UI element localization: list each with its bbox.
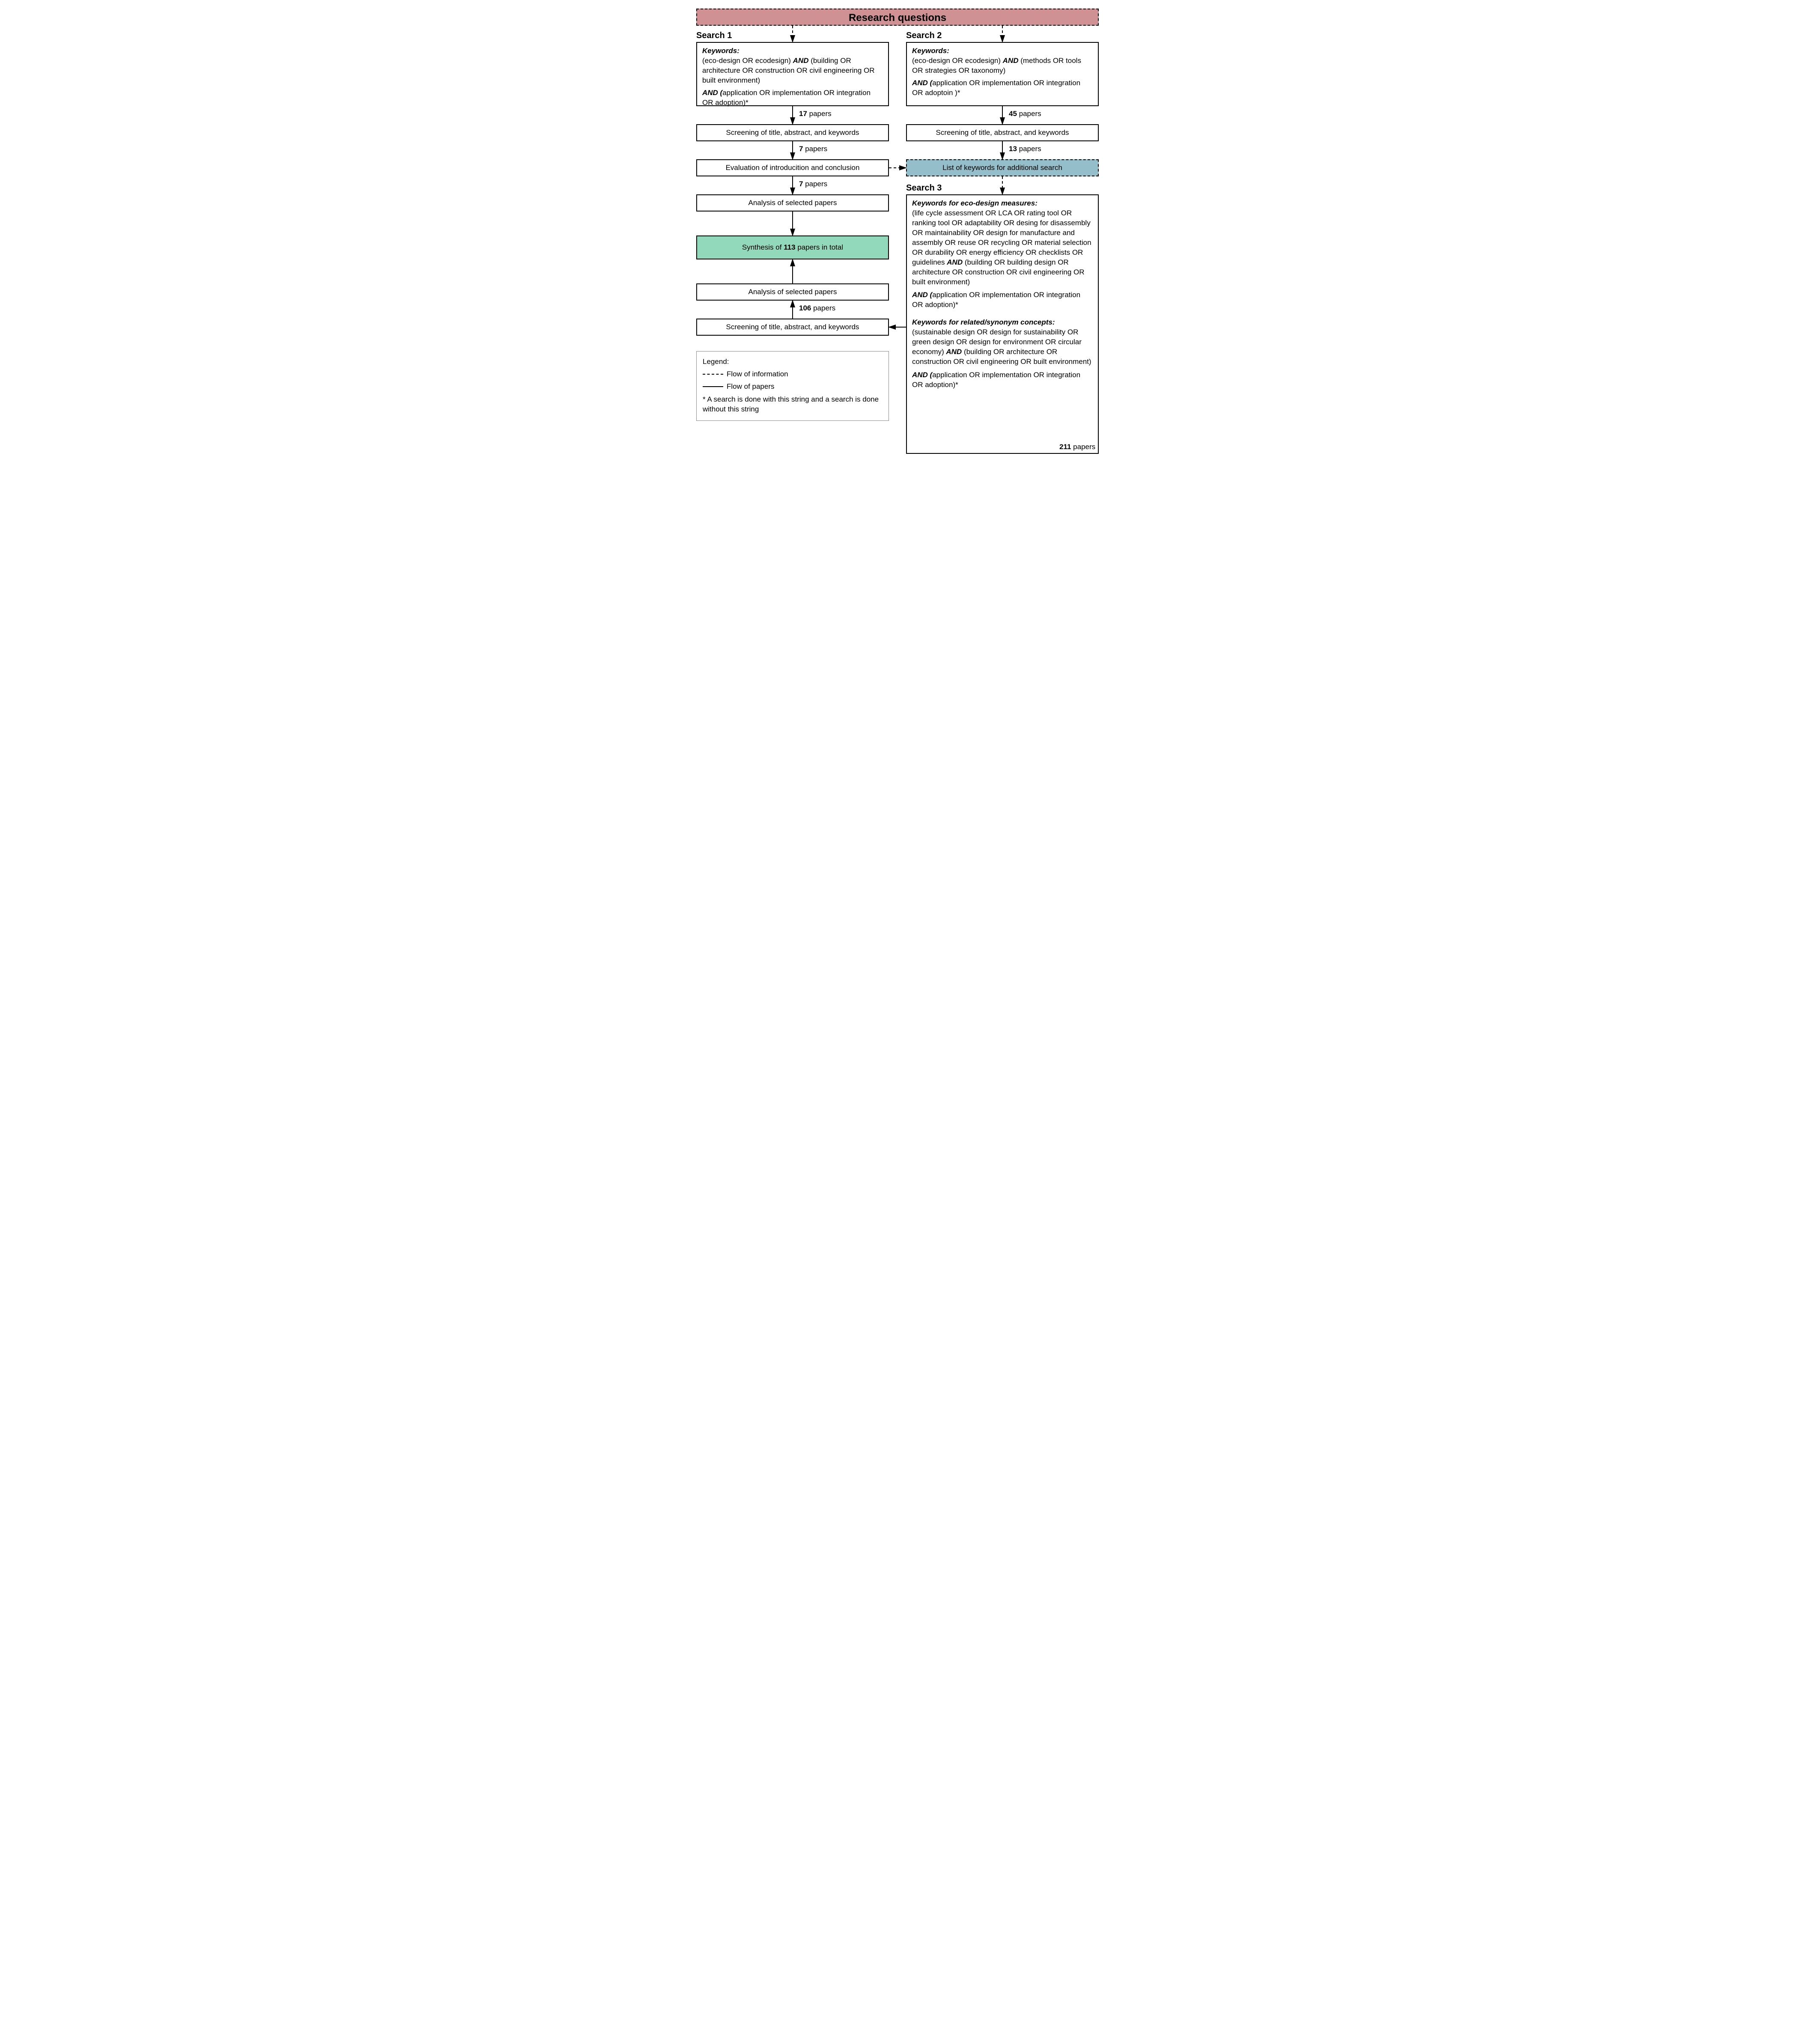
search3-body1: (life cycle assessment OR LCA OR rating … — [912, 209, 1093, 287]
search3-body2: (sustainable design OR design for sustai… — [912, 328, 1093, 367]
dash-sample-icon — [703, 374, 723, 375]
research-questions-title: Research questions — [696, 9, 1099, 26]
search2-line2: AND (application OR implementation OR in… — [912, 78, 1093, 98]
count-17: 17 papers — [799, 110, 832, 118]
search1-label: Search 1 — [696, 31, 732, 41]
count-7b: 7 papers — [799, 180, 827, 188]
count-7a: 7 papers — [799, 145, 827, 153]
search2-box: Keywords: (eco-design OR ecodesign) AND … — [906, 42, 1099, 106]
screening2-box: Screening of title, abstract, and keywor… — [906, 124, 1099, 141]
search3-box: Keywords for eco-design measures: (life … — [906, 194, 1099, 454]
search3-body2c: AND (application OR implementation OR in… — [912, 370, 1093, 390]
solid-sample-icon — [703, 386, 723, 387]
analysis1-box: Analysis of selected papers — [696, 194, 889, 212]
count-13: 13 papers — [1009, 145, 1041, 153]
search2-label: Search 2 — [906, 31, 942, 41]
search1-line2: AND (application OR implementation OR in… — [702, 88, 883, 108]
count-211: 211 papers — [1059, 443, 1095, 451]
legend-note: * A search is done with this string and … — [703, 395, 883, 414]
search3-label: Search 3 — [906, 183, 942, 193]
legend-info-row: Flow of information — [703, 368, 883, 381]
search1-box: Keywords: (eco-design OR ecodesign) AND … — [696, 42, 889, 106]
synthesis-text: Synthesis of 113 papers in total — [742, 243, 843, 253]
search3-body1c: AND (application OR implementation OR in… — [912, 290, 1093, 310]
count-45: 45 papers — [1009, 110, 1041, 118]
screening1-box: Screening of title, abstract, and keywor… — [696, 124, 889, 141]
legend-title: Legend: — [703, 356, 883, 368]
keywords-list-box: List of keywords for additional search — [906, 159, 1099, 176]
search1-line1: (eco-design OR ecodesign) AND (building … — [702, 56, 883, 86]
title-text: Research questions — [849, 12, 946, 24]
count-106: 106 papers — [799, 304, 835, 313]
screening3-box: Screening of title, abstract, and keywor… — [696, 319, 889, 336]
search1-keywords-header: Keywords: — [702, 47, 739, 55]
synthesis-box: Synthesis of 113 papers in total — [696, 235, 889, 259]
search2-line1: (eco-design OR ecodesign) AND (methods O… — [912, 56, 1093, 76]
search3-hdr2: Keywords for related/synonym concepts: — [912, 318, 1055, 326]
search2-keywords-header: Keywords: — [912, 47, 949, 55]
analysis2-box: Analysis of selected papers — [696, 283, 889, 301]
evaluation-box: Evaluation of introducition and conclusi… — [696, 159, 889, 176]
legend-box: Legend: Flow of information Flow of pape… — [696, 351, 889, 421]
legend-papers-row: Flow of papers — [703, 381, 883, 393]
search3-hdr1: Keywords for eco-design measures: — [912, 199, 1038, 207]
